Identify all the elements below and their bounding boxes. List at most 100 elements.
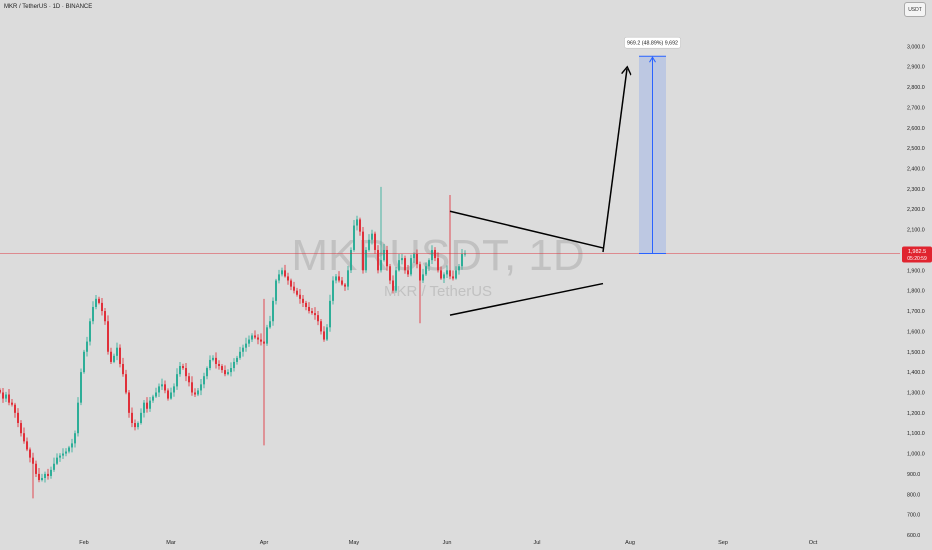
candle-body (23, 433, 25, 442)
candle-body (161, 384, 163, 387)
drawings: 969.2 (48.89%) 9,692 (0, 36, 900, 316)
candle-body (341, 280, 343, 285)
candle-body (425, 266, 427, 275)
candle-body (290, 280, 292, 287)
candle-body (299, 294, 301, 299)
candle-body (83, 351, 85, 373)
candle-body (119, 347, 121, 364)
measure-label-box (624, 36, 681, 49)
candle-body (206, 368, 208, 377)
candle-body (242, 347, 244, 352)
y-tick-label: 1,300.0 (907, 390, 925, 396)
candle-body (308, 306, 310, 312)
candle-body (389, 266, 391, 281)
y-tick-label: 1,600.0 (907, 329, 925, 335)
candle-body (209, 359, 211, 369)
y-tick-label: 2,300.0 (907, 187, 925, 193)
candle-body (257, 337, 259, 340)
candle-body (404, 258, 406, 271)
candle-body (173, 386, 175, 393)
candle-body (287, 276, 289, 281)
candle-body (464, 253, 466, 255)
candle-body (272, 300, 274, 322)
candle-body (443, 274, 445, 279)
y-tick-label: 1,900.0 (907, 268, 925, 274)
candle-body (212, 357, 214, 360)
candle-body (296, 290, 298, 295)
candle-body (50, 469, 52, 476)
candle-body (254, 335, 256, 338)
candle-body (137, 423, 139, 428)
candle-body (128, 392, 130, 413)
candle-body (239, 351, 241, 358)
candle-body (197, 390, 199, 395)
candle-body (398, 260, 400, 271)
triangle-lower-line (449, 282, 604, 316)
candle-body (224, 370, 226, 375)
candle-body (227, 372, 229, 375)
price-countdown: 05:20:59 (907, 256, 927, 262)
candle-body (158, 386, 160, 393)
y-tick-label: 1,000.0 (907, 452, 925, 458)
candle-body (122, 363, 124, 375)
candle-body (269, 321, 271, 328)
x-tick-label: Apr (260, 540, 269, 546)
candle-body (77, 402, 79, 434)
currency-unit-button[interactable]: USDT (904, 2, 926, 17)
candle-body (383, 249, 385, 261)
candle-body (35, 463, 37, 474)
candle-body (14, 404, 16, 413)
candle-body (101, 302, 103, 312)
candle-body (260, 339, 262, 342)
candle-body (413, 254, 415, 259)
candle-body (53, 463, 55, 470)
candle-body (458, 266, 460, 271)
candle-body (428, 260, 430, 267)
candle-body (110, 351, 112, 362)
y-tick-label: 2,900.0 (907, 65, 925, 71)
candle-body (344, 284, 346, 287)
y-tick-label: 2,500.0 (907, 146, 925, 152)
candle-body (2, 392, 4, 399)
candle-body (179, 366, 181, 375)
candle-body (347, 270, 349, 287)
candle-body (20, 423, 22, 434)
candle-body (368, 239, 370, 250)
candle-body (359, 219, 361, 232)
candle-body (281, 270, 283, 275)
candle-body (446, 270, 448, 275)
candle-body (449, 270, 451, 277)
candle-body (56, 457, 58, 464)
y-tick-label: 800.0 (907, 492, 920, 498)
x-tick-label: Mar (166, 540, 176, 546)
candle-body (452, 276, 454, 279)
y-tick-label: 2,800.0 (907, 85, 925, 91)
x-tick-label: Feb (79, 540, 88, 546)
measure-arrow-head (649, 56, 656, 63)
measure-label: 969.2 (48.89%) 9,692 (627, 41, 678, 47)
last-price-value: 1,982.5 (908, 249, 926, 255)
y-tick-label: 2,200.0 (907, 207, 925, 213)
watermark-name: MKR / TetherUS (384, 283, 492, 300)
y-tick-label: 1,800.0 (907, 289, 925, 295)
candle-body (113, 355, 115, 362)
candle-body (401, 258, 403, 261)
candle-body (92, 306, 94, 322)
candle-body (284, 270, 286, 277)
candle-body (38, 473, 40, 481)
candle-body (176, 374, 178, 387)
candle-body (455, 270, 457, 279)
candle-body (65, 451, 67, 454)
candle-body (32, 457, 34, 464)
y-tick-label: 900.0 (907, 472, 920, 478)
candle-body (218, 363, 220, 367)
candle-body (68, 447, 70, 452)
candle-body (410, 258, 412, 275)
y-tick-label: 2,400.0 (907, 167, 925, 173)
candle-body (332, 280, 334, 301)
candle-body (95, 298, 97, 307)
candle-body (353, 225, 355, 250)
candle-body (98, 298, 100, 303)
